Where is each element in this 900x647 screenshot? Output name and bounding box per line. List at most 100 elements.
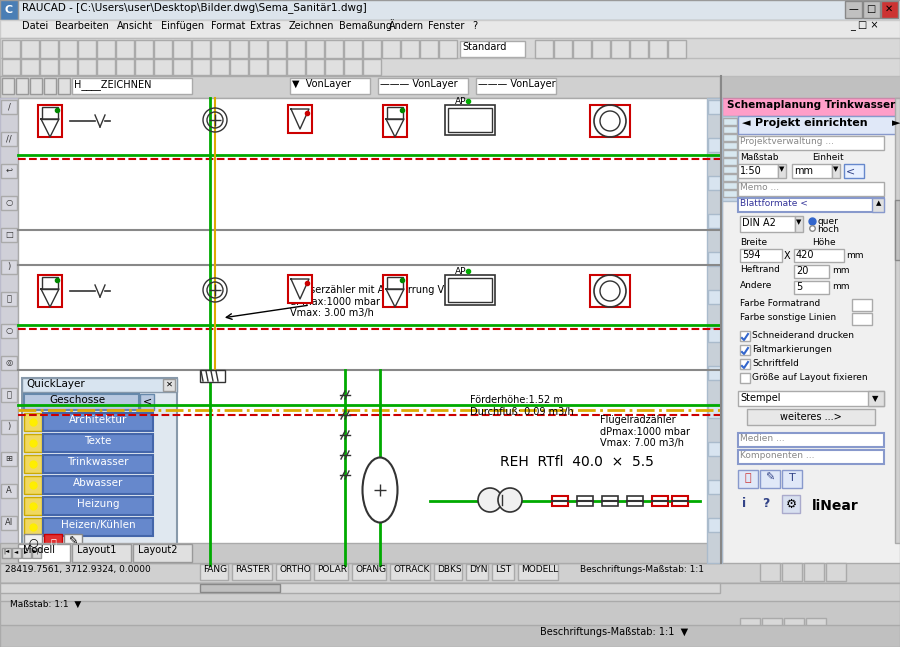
Bar — [740, 345, 750, 355]
Bar — [43, 476, 153, 494]
Bar — [24, 518, 42, 536]
Bar — [872, 198, 884, 212]
Bar — [804, 563, 824, 581]
Text: Schneiderand drucken: Schneiderand drucken — [752, 331, 854, 340]
Polygon shape — [386, 289, 404, 307]
Text: ▼: ▼ — [796, 219, 801, 225]
Bar — [602, 496, 618, 506]
Text: Standard: Standard — [462, 42, 507, 52]
Bar — [78, 59, 96, 75]
Text: mm: mm — [846, 251, 863, 260]
Text: ▼  VonLayer: ▼ VonLayer — [292, 79, 351, 89]
Bar — [40, 40, 58, 58]
Bar — [1, 292, 17, 306]
Text: Trinkwasser: Trinkwasser — [68, 457, 129, 467]
Text: Schriftfeld: Schriftfeld — [752, 359, 799, 368]
Bar — [708, 290, 721, 304]
Bar — [1, 324, 17, 338]
Bar — [738, 433, 884, 447]
Bar — [1, 196, 17, 210]
Text: i: i — [742, 497, 746, 510]
Bar — [592, 40, 610, 58]
Text: RAUCAD - [C:\Users\user\Desktop\Bilder.dwg\Sema_Sanitär1.dwg]: RAUCAD - [C:\Users\user\Desktop\Bilder.d… — [22, 2, 367, 13]
Bar — [344, 59, 362, 75]
Text: ▼: ▼ — [872, 394, 878, 403]
Text: Datei: Datei — [22, 21, 49, 31]
Bar — [1, 260, 17, 274]
Bar — [325, 59, 343, 75]
Bar — [325, 40, 343, 58]
Text: C: C — [4, 5, 13, 15]
Text: REH  RTfl  40.0  ×  5.5: REH RTfl 40.0 × 5.5 — [500, 455, 654, 469]
Bar — [59, 40, 77, 58]
Text: ⚙: ⚙ — [786, 498, 796, 511]
Text: 594: 594 — [742, 250, 760, 260]
Bar — [382, 40, 400, 58]
Text: Heizen/Kühlen: Heizen/Kühlen — [60, 520, 135, 530]
Bar — [492, 564, 514, 580]
Polygon shape — [41, 119, 59, 137]
Text: Geschosse: Geschosse — [49, 395, 105, 405]
Bar — [140, 394, 154, 410]
Bar — [863, 1, 880, 18]
Text: /: / — [7, 102, 11, 111]
Bar — [707, 98, 722, 563]
Text: ⌒: ⌒ — [6, 294, 12, 303]
Bar — [832, 164, 840, 178]
Bar — [97, 59, 115, 75]
Bar — [895, 98, 900, 543]
Bar — [232, 564, 272, 580]
Text: Breite: Breite — [740, 238, 767, 247]
Bar — [383, 105, 407, 137]
Polygon shape — [386, 119, 404, 137]
Text: □: □ — [5, 230, 13, 239]
Text: Faltmarkierungen: Faltmarkierungen — [752, 345, 832, 354]
Bar — [652, 496, 668, 506]
Bar — [42, 277, 58, 289]
Bar — [794, 249, 844, 262]
Ellipse shape — [363, 457, 398, 523]
Text: AI: AI — [4, 518, 13, 527]
Text: Projekt einrichten: Projekt einrichten — [755, 118, 868, 128]
Bar — [133, 544, 192, 562]
Polygon shape — [291, 109, 309, 129]
Bar — [59, 59, 77, 75]
Bar — [401, 40, 419, 58]
Bar — [1, 228, 17, 242]
Text: AP: AP — [455, 267, 466, 276]
Bar — [314, 564, 348, 580]
Bar — [18, 98, 721, 563]
Bar — [2, 548, 11, 558]
Bar — [12, 548, 21, 558]
Text: ↩: ↩ — [5, 166, 13, 175]
Polygon shape — [291, 279, 309, 299]
Bar — [0, 563, 900, 583]
Text: ▲: ▲ — [876, 200, 881, 206]
Text: ▼: ▼ — [779, 166, 785, 172]
Text: X: X — [784, 251, 790, 261]
Text: <: < — [846, 166, 855, 176]
Bar — [708, 176, 721, 190]
Text: |◄: |◄ — [3, 549, 9, 554]
Text: hoch: hoch — [817, 225, 839, 234]
Bar — [21, 59, 39, 75]
Bar — [43, 518, 153, 536]
Bar — [276, 564, 310, 580]
Bar — [844, 164, 864, 178]
Bar — [363, 40, 381, 58]
Bar — [0, 0, 900, 20]
Text: quer: quer — [817, 217, 838, 226]
Bar — [1, 100, 17, 114]
Bar — [723, 150, 737, 157]
Text: ⌒: ⌒ — [6, 390, 12, 399]
Bar — [460, 41, 525, 57]
Text: Heizung: Heizung — [76, 499, 119, 509]
Bar — [708, 328, 721, 342]
Bar — [1, 420, 17, 434]
Text: Texte: Texte — [85, 436, 112, 446]
Text: Architektur: Architektur — [68, 415, 127, 425]
Bar — [760, 470, 780, 488]
Bar — [738, 164, 778, 178]
Bar — [0, 583, 720, 593]
Bar — [795, 216, 803, 232]
